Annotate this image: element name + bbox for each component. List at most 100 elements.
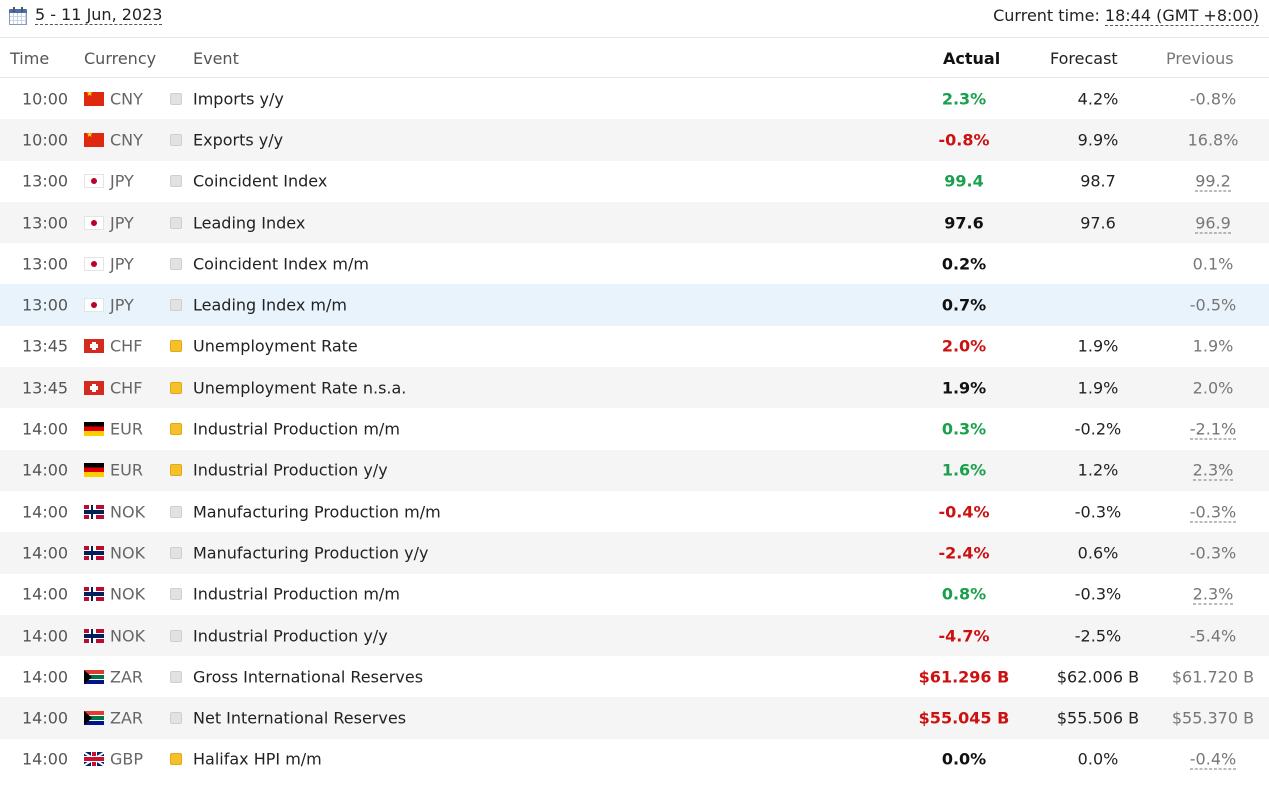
flag-cn-icon xyxy=(84,91,104,106)
event-name-link[interactable]: Imports y/y xyxy=(193,89,284,109)
importance-indicator-icon xyxy=(170,670,182,683)
table-row[interactable]: 13:00 JPY Coincident Index 99.4 98.7 99.2 xyxy=(0,161,1269,202)
event-name-link[interactable]: Halifax HPI m/m xyxy=(193,749,322,769)
flag-no-icon xyxy=(84,504,104,519)
event-name-link[interactable]: Manufacturing Production y/y xyxy=(193,543,429,563)
event-name-link[interactable]: Industrial Production m/m xyxy=(193,419,400,439)
flag-ch-icon xyxy=(84,380,104,395)
table-row[interactable]: 14:00 NOK Manufacturing Production y/y -2.4… xyxy=(0,532,1269,574)
forecast-value: -2.5% xyxy=(1074,626,1122,645)
table-row[interactable]: 10:00 CNY Exports y/y -0.8% 9.9% 16.8% xyxy=(0,119,1269,161)
event-name-link[interactable]: Net International Reserves xyxy=(193,708,407,728)
event-name-link[interactable]: Industrial Production m/m xyxy=(193,584,400,604)
calendar-icon[interactable] xyxy=(9,6,27,25)
event-time: 14:00 xyxy=(22,584,69,604)
event-name-link[interactable]: Unemployment Rate xyxy=(193,336,358,356)
event-name-link[interactable]: Manufacturing Production m/m xyxy=(193,502,441,522)
importance-indicator-icon xyxy=(170,257,182,270)
forecast-value: 0.6% xyxy=(1077,543,1119,563)
event-name-link[interactable]: Leading Index m/m xyxy=(193,295,347,315)
table-row[interactable]: 13:45 CHF Unemployment Rate n.s.a. 1.9% 1.9%… xyxy=(0,367,1269,409)
event-name-link[interactable]: Industrial Production y/y xyxy=(193,626,388,645)
flag-ch-icon xyxy=(84,339,104,354)
table-row[interactable]: 14:00 EUR Industrial Production m/m 0.3% -0.… xyxy=(0,408,1269,449)
importance-indicator-icon xyxy=(170,175,182,188)
previous-value[interactable]: -2.1% xyxy=(1189,419,1237,440)
flag-jp-icon xyxy=(84,298,104,313)
importance-indicator-icon xyxy=(170,216,182,229)
event-name-link[interactable]: Industrial Production y/y xyxy=(193,460,388,480)
previous-value-cell: -0.3% xyxy=(1154,543,1269,562)
previous-value: 16.8% xyxy=(1187,130,1239,150)
date-range-label[interactable]: 5 - 11 Jun, 2023 xyxy=(35,5,163,25)
event-name-link[interactable]: Leading Index xyxy=(193,213,306,233)
currency-code: JPY xyxy=(110,295,134,315)
previous-value[interactable]: 2.3% xyxy=(1192,460,1234,481)
importance-indicator-icon xyxy=(170,753,182,766)
column-header-previous: Previous xyxy=(1166,49,1234,68)
actual-value: -0.8% xyxy=(938,130,990,150)
previous-value-cell: -0.3% xyxy=(1154,502,1269,523)
previous-value[interactable]: 96.9 xyxy=(1195,213,1231,234)
actual-value: 0.0% xyxy=(941,749,987,769)
forecast-value: -0.3% xyxy=(1074,502,1122,522)
table-row[interactable]: 14:00 GBP Halifax HPI m/m 0.0% 0.0% -0.4% xyxy=(0,739,1269,780)
event-name-link[interactable]: Gross International Reserves xyxy=(193,667,424,687)
table-row[interactable]: 10:00 CNY Imports y/y 2.3% 4.2% -0.8% xyxy=(0,78,1269,119)
date-range-picker[interactable]: 5 - 11 Jun, 2023 xyxy=(9,5,163,25)
actual-value: 1.6% xyxy=(941,460,987,480)
flag-cn-icon xyxy=(84,132,104,147)
forecast-value: 1.2% xyxy=(1077,460,1119,480)
flag-de-icon xyxy=(84,422,104,437)
table-row[interactable]: 14:00 ZAR Net International Reserves $55.04… xyxy=(0,697,1269,739)
event-name-link[interactable]: Unemployment Rate n.s.a. xyxy=(193,378,407,398)
table-row[interactable]: 13:00 JPY Leading Index m/m 0.7% -0.5% xyxy=(0,284,1269,326)
event-time: 13:45 xyxy=(22,336,69,356)
column-header-event: Event xyxy=(193,49,239,68)
event-time: 13:00 xyxy=(22,295,69,315)
previous-value-cell: -0.8% xyxy=(1154,89,1269,108)
event-name-link[interactable]: Coincident Index xyxy=(193,171,328,191)
previous-value[interactable]: -0.3% xyxy=(1189,502,1237,523)
previous-value: -0.3% xyxy=(1189,543,1237,563)
table-row[interactable]: 14:00 EUR Industrial Production y/y 1.6% 1.2… xyxy=(0,449,1269,491)
event-time: 14:00 xyxy=(22,667,69,687)
currency-code: CHF xyxy=(110,378,143,398)
economic-calendar-table: 10:00 CNY Imports y/y 2.3% 4.2% -0.8% 10:00 CNY… xyxy=(0,78,1269,780)
previous-value[interactable]: 99.2 xyxy=(1195,171,1231,192)
table-row[interactable]: 14:00 NOK Industrial Production m/m 0.8% -0.… xyxy=(0,574,1269,615)
actual-value: 99.4 xyxy=(944,171,984,191)
table-header: Time Currency Event Actual Forecast Prev… xyxy=(0,38,1269,78)
flag-de-icon xyxy=(84,463,104,478)
table-row[interactable]: 13:00 JPY Coincident Index m/m 0.2% 0.1% xyxy=(0,243,1269,284)
actual-value: 97.6 xyxy=(944,213,984,233)
flag-gb-icon xyxy=(84,752,104,767)
event-time: 14:00 xyxy=(22,502,69,522)
event-time: 14:00 xyxy=(22,543,69,563)
actual-value: 0.8% xyxy=(941,584,987,604)
previous-value[interactable]: -0.4% xyxy=(1189,749,1237,770)
current-time: Current time: 18:44 (GMT +8:00) xyxy=(993,6,1259,26)
previous-value-cell: -0.4% xyxy=(1154,749,1269,770)
currency-code: ZAR xyxy=(110,667,144,687)
current-time-value[interactable]: 18:44 (GMT +8:00) xyxy=(1104,6,1259,26)
importance-indicator-icon xyxy=(170,546,182,559)
importance-indicator-icon xyxy=(170,92,182,105)
previous-value-cell: 1.9% xyxy=(1154,337,1269,356)
table-row[interactable]: 13:00 JPY Leading Index 97.6 97.6 96.9 xyxy=(0,201,1269,244)
actual-value: 0.3% xyxy=(941,419,987,439)
table-row[interactable]: 13:45 CHF Unemployment Rate 2.0% 1.9% 1.9% xyxy=(0,326,1269,367)
previous-value: -0.8% xyxy=(1189,89,1237,109)
previous-value-cell: -0.5% xyxy=(1154,296,1269,315)
previous-value[interactable]: 2.3% xyxy=(1192,584,1234,605)
event-name-link[interactable]: Exports y/y xyxy=(193,130,284,150)
previous-value-cell: 16.8% xyxy=(1154,130,1269,149)
currency-code: ZAR xyxy=(110,708,144,728)
table-row[interactable]: 14:00 ZAR Gross International Reserves $61.… xyxy=(0,656,1269,697)
actual-value: 0.7% xyxy=(941,295,987,315)
table-row[interactable]: 14:00 NOK Industrial Production y/y -4.7% -2… xyxy=(0,614,1269,657)
event-name-link[interactable]: Coincident Index m/m xyxy=(193,254,369,274)
importance-indicator-icon xyxy=(170,464,182,477)
table-row[interactable]: 14:00 NOK Manufacturing Production m/m -0.4… xyxy=(0,491,1269,532)
forecast-value: 1.9% xyxy=(1077,336,1119,356)
